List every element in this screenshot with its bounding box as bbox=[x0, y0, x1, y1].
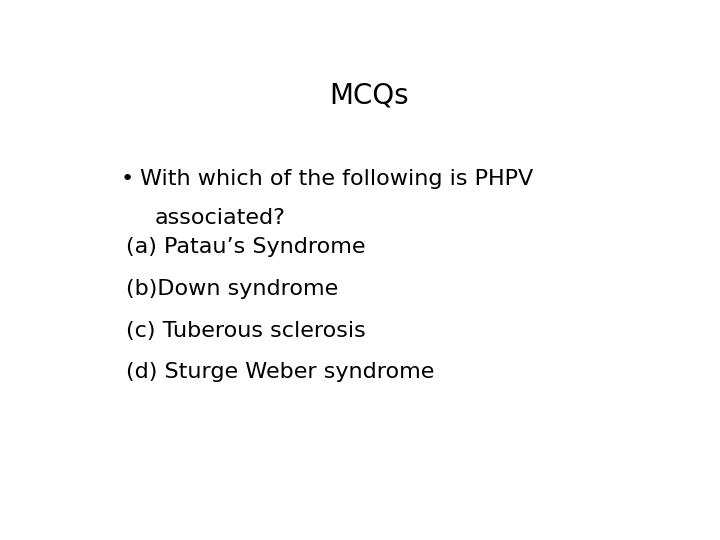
Text: •: • bbox=[121, 168, 134, 189]
Text: associated?: associated? bbox=[154, 208, 285, 228]
Text: (c) Tuberous sclerosis: (c) Tuberous sclerosis bbox=[126, 321, 366, 341]
Text: (b)Down syndrome: (b)Down syndrome bbox=[126, 279, 338, 299]
Text: (a) Patau’s Syndrome: (a) Patau’s Syndrome bbox=[126, 238, 366, 258]
Text: MCQs: MCQs bbox=[329, 82, 409, 110]
Text: With which of the following is PHPV: With which of the following is PHPV bbox=[140, 168, 534, 189]
Text: (d) Sturge Weber syndrome: (d) Sturge Weber syndrome bbox=[126, 362, 435, 382]
